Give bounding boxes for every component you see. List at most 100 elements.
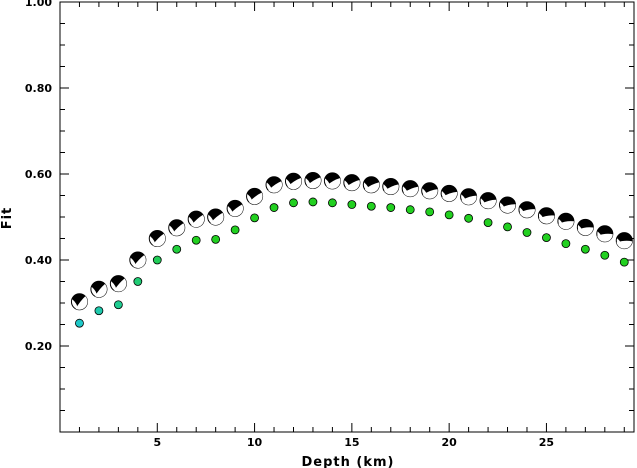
fit-point [211, 234, 221, 244]
x-tick-label: 20 [441, 436, 457, 449]
beachball-marker [557, 212, 575, 230]
fit-point [328, 198, 337, 208]
beachball-marker [362, 176, 380, 194]
beachball-dilatation-wedge-2 [538, 213, 545, 224]
fit-point [483, 218, 493, 227]
beachball-dilatation-wedge-2 [91, 286, 98, 297]
beachball-dilatation-wedge-2 [266, 182, 273, 193]
fit-point [444, 210, 454, 220]
fit-point [600, 250, 610, 260]
x-tick-label: 5 [153, 436, 161, 449]
beachball-dilatation-wedge [191, 214, 205, 228]
beachball-dilatation-wedge-2 [149, 236, 156, 247]
beachball-dilatation-wedge-2 [227, 206, 234, 216]
beachball-dilatation-wedge-2 [130, 257, 137, 268]
beachball-dilatation-wedge [94, 283, 107, 298]
y-tick-label: 1.00 [25, 0, 52, 9]
beachball-marker [323, 172, 341, 190]
beachball-dilatation-wedge [133, 255, 146, 269]
fit-point [425, 207, 435, 217]
beachball-marker [284, 172, 302, 190]
fit-point [366, 201, 376, 211]
beachball-dilatation-wedge [114, 278, 127, 292]
beachball-marker [265, 176, 283, 194]
fit-point [113, 300, 123, 310]
beachball-dilatation-wedge-2 [499, 202, 506, 213]
beachball-marker [246, 187, 264, 205]
beachball-marker [615, 232, 633, 250]
beachball-dilatation-wedge [75, 296, 88, 310]
beachball-marker [460, 188, 478, 206]
beachball-dilatation-wedge-2 [402, 186, 409, 197]
beachball-marker [168, 219, 186, 237]
beachball-dilatation-wedge-2 [519, 207, 526, 218]
fit-point [250, 213, 259, 223]
beachball-marker [440, 184, 458, 202]
beachball-marker [109, 275, 127, 293]
beachball-dilatation-wedge-2 [577, 224, 584, 235]
beachball-marker [537, 207, 555, 225]
fit-point [522, 228, 532, 237]
beachball-marker [421, 182, 439, 200]
beachball-dilatation-wedge-2 [208, 214, 215, 225]
fit-point [308, 197, 318, 207]
fit-point [405, 205, 415, 215]
fit-points-series [75, 197, 629, 328]
fit-point [152, 255, 162, 265]
beachball-marker [479, 192, 497, 210]
beachball-marker [226, 199, 244, 217]
beachball-dilatation-wedge-2 [422, 188, 429, 199]
fit-point [269, 203, 279, 212]
beachball-marker [90, 280, 108, 298]
fit-point [289, 198, 298, 208]
beachball-dilatation-wedge [171, 223, 185, 236]
beachball-marker [382, 177, 400, 195]
beachball-dilatation-wedge [210, 212, 224, 225]
beachball-dilatation-wedge [152, 233, 166, 247]
beachball-marker [70, 293, 88, 311]
fit-point [619, 257, 629, 267]
beachball-dilatation-wedge-2 [285, 178, 292, 189]
x-tick-label: 10 [247, 436, 263, 449]
beachball-dilatation-wedge-2 [441, 190, 448, 201]
beachball-dilatation-wedge-2 [305, 178, 312, 189]
fit-point [542, 233, 551, 243]
beachball-dilatation-wedge-2 [383, 184, 390, 195]
beachball-dilatation-wedge-2 [324, 178, 331, 189]
beachball-marker [401, 180, 419, 198]
x-axis-title: Depth (km) [302, 455, 395, 468]
fit-point [191, 235, 201, 245]
beachball-dilatation-wedge-2 [169, 225, 176, 236]
fit-point [75, 318, 84, 328]
beachball-dilatation-wedge-2 [480, 198, 487, 209]
fit-point [464, 213, 474, 223]
beachball-dilatation-wedge-2 [363, 182, 370, 193]
fit-point [230, 225, 240, 235]
axes: 5 10 15 20 25 0.20 0.40 0.60 0.80 1.00 [25, 0, 635, 449]
beachball-dilatation-wedge-2 [71, 299, 78, 310]
beachball-dilatation-wedge-2 [616, 238, 623, 249]
y-axis-title: Fit [0, 207, 15, 230]
beachball-dilatation-wedge-2 [110, 281, 117, 292]
fit-point [94, 306, 104, 316]
beachball-dilatation-wedge-2 [188, 216, 195, 227]
y-tick-label: 0.20 [25, 340, 52, 353]
beachball-marker [148, 230, 166, 247]
y-tick-label: 0.60 [25, 168, 52, 181]
beachball-marker [518, 201, 536, 219]
fit-point [172, 244, 182, 254]
beachball-dilatation-wedge-2 [344, 180, 351, 191]
beachball-dilatation-wedge-2 [461, 194, 468, 205]
x-tick-label: 15 [344, 436, 359, 449]
y-tick-label: 0.80 [25, 82, 52, 95]
fit-point [386, 203, 396, 212]
beachball-marker [596, 225, 614, 243]
beachball-marker [187, 210, 205, 228]
beachball-dilatation-wedge-2 [247, 193, 253, 204]
y-tick-label: 0.40 [25, 254, 52, 267]
beachball-marker [129, 251, 147, 269]
x-tick-label: 25 [539, 436, 554, 449]
fit-point [347, 200, 357, 209]
beachball-series [70, 171, 633, 311]
